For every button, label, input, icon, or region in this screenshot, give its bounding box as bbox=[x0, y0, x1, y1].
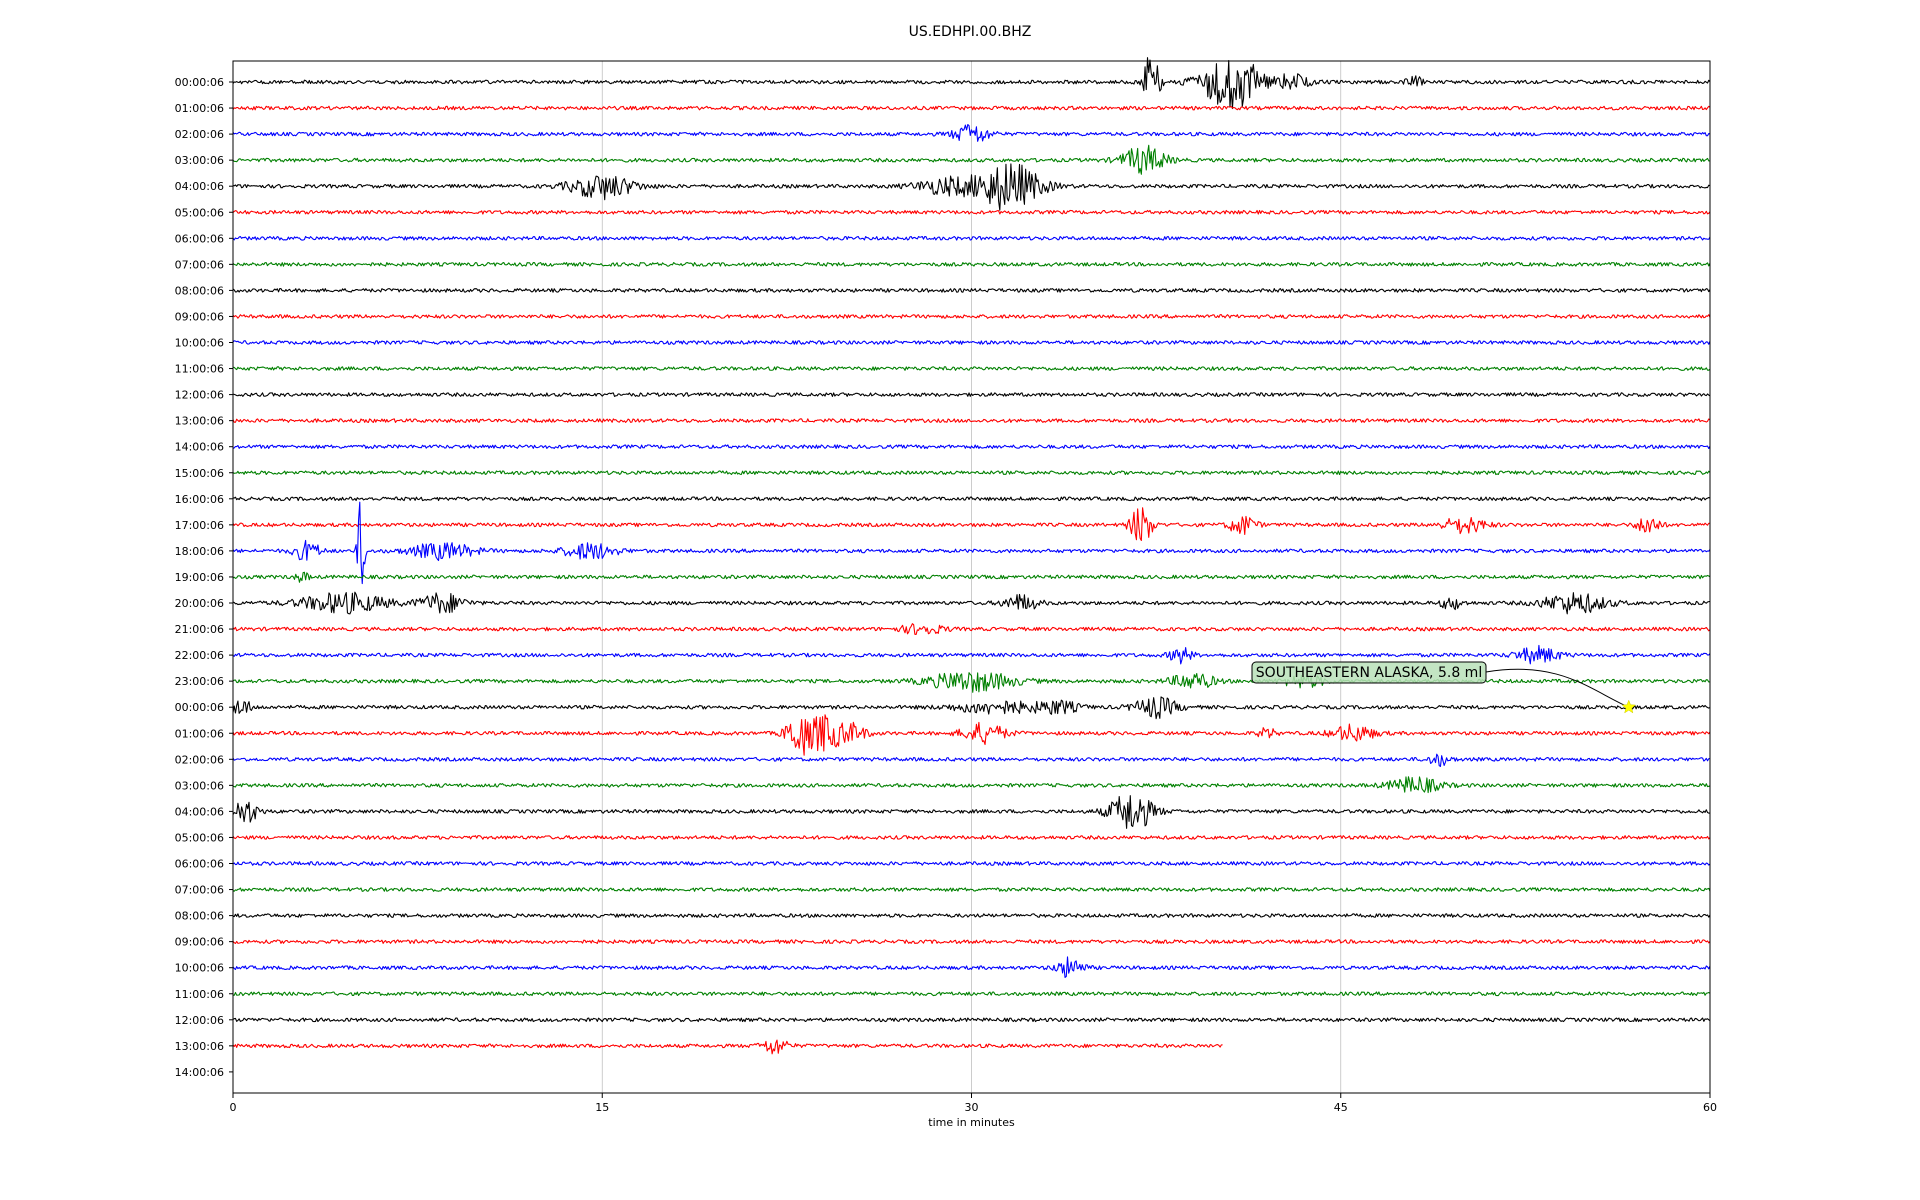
event-annotation: SOUTHEASTERN ALASKA, 5.8 ml bbox=[1251, 661, 1637, 714]
row-time-label: 19:00:06 bbox=[175, 571, 224, 584]
event-star-marker bbox=[1621, 699, 1637, 714]
annotation-box bbox=[1251, 661, 1487, 684]
x-tick-label: 0 bbox=[230, 1101, 237, 1114]
trace-line bbox=[232, 105, 1711, 111]
x-tick-label: 15 bbox=[595, 1101, 609, 1114]
row-time-label: 11:00:06 bbox=[175, 988, 224, 1001]
row-time-label: 16:00:06 bbox=[175, 493, 224, 506]
trace-line bbox=[232, 1017, 1711, 1023]
row-time-label: 01:00:06 bbox=[175, 727, 224, 740]
row-time-label: 07:00:06 bbox=[175, 258, 224, 271]
x-tick-label: 60 bbox=[1703, 1101, 1717, 1114]
row-time-label: 04:00:06 bbox=[175, 180, 224, 193]
x-tick-label: 45 bbox=[1334, 1101, 1348, 1114]
trace-line bbox=[232, 939, 1711, 944]
trace-line bbox=[232, 644, 1711, 665]
row-time-label: 13:00:06 bbox=[175, 1040, 224, 1053]
trace-line bbox=[232, 913, 1711, 918]
row-time-label: 08:00:06 bbox=[175, 910, 224, 923]
trace-line bbox=[232, 714, 1711, 756]
trace-line bbox=[232, 887, 1711, 892]
x-axis-label: time in minutes bbox=[928, 1116, 1015, 1129]
row-time-label: 05:00:06 bbox=[175, 206, 224, 219]
trace-line bbox=[232, 57, 1711, 110]
row-time-label: 18:00:06 bbox=[175, 545, 224, 558]
trace-line bbox=[232, 776, 1711, 794]
trace-line bbox=[232, 1039, 1223, 1055]
row-time-label: 23:00:06 bbox=[175, 675, 224, 688]
row-time-label: 17:00:06 bbox=[175, 519, 224, 532]
row-time-label: 03:00:06 bbox=[175, 154, 224, 167]
trace-line bbox=[232, 209, 1711, 215]
trace-line bbox=[232, 235, 1711, 241]
row-time-label: 21:00:06 bbox=[175, 623, 224, 636]
row-time-label: 09:00:06 bbox=[175, 936, 224, 949]
trace-line bbox=[232, 163, 1711, 211]
row-time-label: 05:00:06 bbox=[175, 831, 224, 844]
x-axis-ticks: 0 15 30 45 60 bbox=[230, 1093, 1717, 1114]
seismic-traces bbox=[232, 57, 1711, 1055]
row-time-label: 11:00:06 bbox=[175, 363, 224, 376]
trace-line bbox=[232, 444, 1711, 450]
trace-line bbox=[232, 262, 1711, 267]
row-time-label: 14:00:06 bbox=[175, 1066, 224, 1079]
trace-line bbox=[232, 366, 1711, 371]
row-time-label: 06:00:06 bbox=[175, 858, 224, 871]
chart-title: US.EDHPI.00.BHZ bbox=[909, 24, 1032, 40]
row-time-label: 14:00:06 bbox=[175, 441, 224, 454]
row-time-label: 02:00:06 bbox=[175, 753, 224, 766]
trace-line bbox=[232, 835, 1711, 840]
row-time-label: 09:00:06 bbox=[175, 310, 224, 323]
trace-line bbox=[232, 496, 1711, 502]
trace-line bbox=[232, 144, 1711, 175]
row-time-label: 08:00:06 bbox=[175, 284, 224, 297]
row-time-label: 22:00:06 bbox=[175, 649, 224, 662]
row-time-labels: 00:00:06 01:00:06 02:00:06 03:00:06 04:00:06… bbox=[175, 76, 233, 1079]
trace-line bbox=[232, 696, 1711, 720]
row-time-label: 10:00:06 bbox=[175, 962, 224, 975]
annotation-label: SOUTHEASTERN ALASKA, 5.8 ml bbox=[1256, 665, 1482, 681]
row-time-label: 02:00:06 bbox=[175, 128, 224, 141]
trace-line bbox=[232, 795, 1711, 829]
row-time-label: 12:00:06 bbox=[175, 1014, 224, 1027]
trace-line bbox=[232, 418, 1711, 423]
trace-line bbox=[232, 501, 1711, 585]
row-time-label: 01:00:06 bbox=[175, 102, 224, 115]
trace-line bbox=[232, 288, 1711, 293]
row-time-label: 06:00:06 bbox=[175, 232, 224, 245]
x-tick-label: 30 bbox=[965, 1101, 979, 1114]
row-time-label: 04:00:06 bbox=[175, 805, 224, 818]
row-time-label: 13:00:06 bbox=[175, 415, 224, 428]
trace-line bbox=[232, 470, 1711, 476]
grid-lines bbox=[601, 61, 1342, 1093]
row-time-label: 15:00:06 bbox=[175, 467, 224, 480]
row-time-label: 07:00:06 bbox=[175, 884, 224, 897]
annotation-connector bbox=[1485, 668, 1629, 708]
trace-line bbox=[232, 591, 1711, 615]
plot-frame bbox=[232, 60, 1711, 1094]
trace-line bbox=[232, 991, 1711, 997]
trace-line bbox=[232, 753, 1711, 767]
trace-line bbox=[232, 623, 1711, 635]
row-time-label: 12:00:06 bbox=[175, 389, 224, 402]
row-time-label: 20:00:06 bbox=[175, 597, 224, 610]
row-time-label: 00:00:06 bbox=[175, 701, 224, 714]
row-time-label: 03:00:06 bbox=[175, 779, 224, 792]
trace-line bbox=[232, 956, 1711, 978]
trace-line bbox=[232, 507, 1711, 542]
row-time-label: 00:00:06 bbox=[175, 76, 224, 89]
trace-line bbox=[232, 861, 1711, 866]
trace-line bbox=[232, 340, 1711, 345]
trace-line bbox=[232, 571, 1711, 583]
trace-line bbox=[232, 392, 1711, 397]
row-time-label: 10:00:06 bbox=[175, 337, 224, 350]
trace-line bbox=[232, 124, 1711, 142]
trace-line bbox=[232, 314, 1711, 319]
